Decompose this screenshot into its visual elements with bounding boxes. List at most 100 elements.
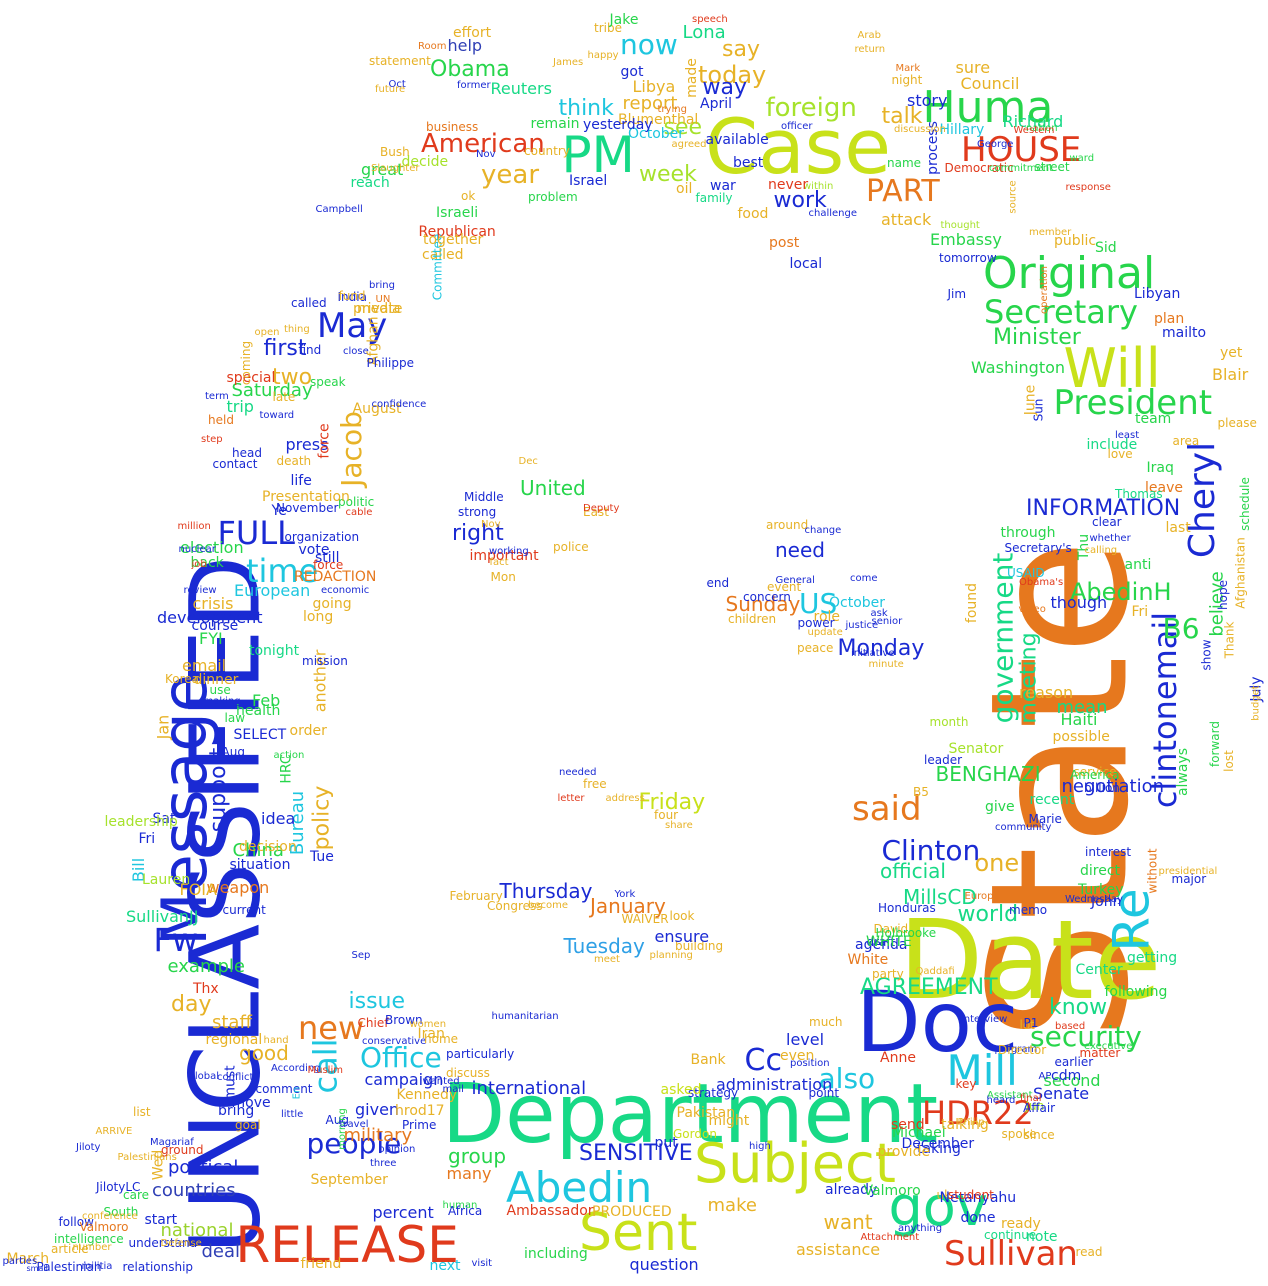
word-member: member xyxy=(1029,227,1072,238)
word-korea: Korea xyxy=(165,672,200,686)
word-thx: Thx xyxy=(193,981,219,997)
word-held: held xyxy=(208,413,234,427)
word-slaughter: Slaughter xyxy=(371,163,420,174)
word-leader: leader xyxy=(924,753,963,767)
word-cdm: cdm xyxy=(1051,1068,1082,1084)
word-bring-2: bring xyxy=(369,280,395,291)
word-friend: friend xyxy=(300,1256,342,1272)
word-blair: Blair xyxy=(1212,365,1249,384)
word-regional: regional xyxy=(205,1032,263,1048)
word-india: India xyxy=(337,290,367,304)
word-budget: budget xyxy=(1250,685,1262,721)
word-problem: problem xyxy=(528,190,578,204)
word-show: show xyxy=(1199,639,1214,671)
word-community: community xyxy=(995,822,1052,833)
word-minister: Minister xyxy=(993,325,1081,350)
word-start: start xyxy=(144,1212,178,1228)
word-turkey: Turkey xyxy=(1078,882,1124,898)
word-un: UN xyxy=(375,294,391,305)
word-thursday: Thursday xyxy=(499,879,593,903)
word-magariaf: Magariaf xyxy=(150,1137,194,1148)
word-cc: Cc xyxy=(744,1043,782,1078)
word-month: month xyxy=(929,715,969,729)
word-east: East xyxy=(583,505,609,519)
word-look: look xyxy=(669,909,695,923)
word-nation: nation xyxy=(1026,123,1058,134)
word-lona: Lona xyxy=(682,22,726,43)
word-abedinh: AbedinH xyxy=(1070,578,1172,606)
word-move: move xyxy=(231,1095,271,1111)
word-dinner: dinner xyxy=(193,672,239,688)
word-subject: Subject xyxy=(694,1132,896,1195)
word-china: China xyxy=(232,840,284,861)
word-mean: mean xyxy=(1056,697,1108,718)
word-give: give xyxy=(985,799,1015,815)
word-council: Council xyxy=(960,74,1020,93)
word-million: million xyxy=(177,521,211,532)
word-politic: politic xyxy=(338,495,375,509)
word-schedule: schedule xyxy=(1237,477,1252,531)
word-uk: uk xyxy=(936,1188,952,1202)
word-justice: justice xyxy=(845,620,879,631)
word-little: little xyxy=(281,1109,304,1120)
word-source: source xyxy=(1007,180,1019,214)
word-brown: Brown xyxy=(385,1013,423,1027)
word-ground: ground xyxy=(161,1143,204,1157)
word-love: love xyxy=(1107,447,1133,461)
word-libyan: Libyan xyxy=(1134,286,1181,302)
word-p1: P1 xyxy=(1023,1016,1039,1030)
word-working: working xyxy=(489,546,529,557)
word-made: made xyxy=(683,58,700,98)
word-national: national xyxy=(160,1220,234,1241)
word-fund: fund xyxy=(338,289,366,303)
word-abedin: Abedin xyxy=(506,1163,653,1212)
word-calling: calling xyxy=(1084,545,1118,556)
word-small: small xyxy=(26,1264,48,1273)
word-term: term xyxy=(205,391,229,402)
word-meeting: meeting xyxy=(1016,632,1042,724)
word-strong: strong xyxy=(458,505,497,519)
word-effort: effort xyxy=(453,25,492,41)
word-weapon: weapon xyxy=(206,878,270,897)
word-comment: comment xyxy=(255,1082,313,1096)
word-business: business xyxy=(426,120,479,134)
word-jilotylc: JilotyLC xyxy=(96,1180,141,1194)
word-use: use xyxy=(209,683,231,697)
word-needed: needed xyxy=(559,767,597,778)
word-attachment: Attachment xyxy=(860,1232,920,1243)
word-might: might xyxy=(708,1113,750,1129)
word-agreed: agreed xyxy=(671,139,707,150)
word-washington: Washington xyxy=(971,358,1066,377)
word-office: Office xyxy=(360,1041,442,1074)
word-b5: B5 xyxy=(913,785,929,799)
word-chief: Chief xyxy=(357,1016,389,1030)
word-know: know xyxy=(1049,995,1108,1020)
word-bush: Bush xyxy=(380,145,410,159)
word-libya: Libya xyxy=(632,77,676,96)
word-called: called xyxy=(291,296,327,310)
word-part: PART xyxy=(866,174,940,209)
word-building: building xyxy=(675,939,724,953)
word-food: food xyxy=(737,206,769,222)
word-global: global xyxy=(188,1071,220,1082)
word-together: together xyxy=(423,232,484,248)
word-come: come xyxy=(850,573,878,584)
word-life: life xyxy=(290,473,312,489)
word-name: name xyxy=(887,156,922,170)
word-executive: executive xyxy=(1084,1041,1133,1052)
word-saturday: Saturday xyxy=(231,380,313,401)
word-conservative: conservative xyxy=(362,1036,427,1047)
word-talking: talking xyxy=(941,1117,989,1133)
word-situation: situation xyxy=(229,857,291,873)
word-europe: Europe xyxy=(964,891,1000,902)
word-clear: clear xyxy=(1092,515,1122,529)
word-heard: heard xyxy=(986,1095,1016,1106)
word-gov: gov xyxy=(888,1175,988,1238)
word-intelligence: intelligence xyxy=(54,1232,124,1246)
word-death: death xyxy=(276,454,312,468)
word-information: INFORMATION xyxy=(1026,496,1181,521)
word-already: already xyxy=(825,1182,878,1198)
word-ward: ward xyxy=(1069,153,1095,164)
word-department: Department xyxy=(442,1067,939,1162)
word-lot: lot xyxy=(1019,1018,1035,1032)
